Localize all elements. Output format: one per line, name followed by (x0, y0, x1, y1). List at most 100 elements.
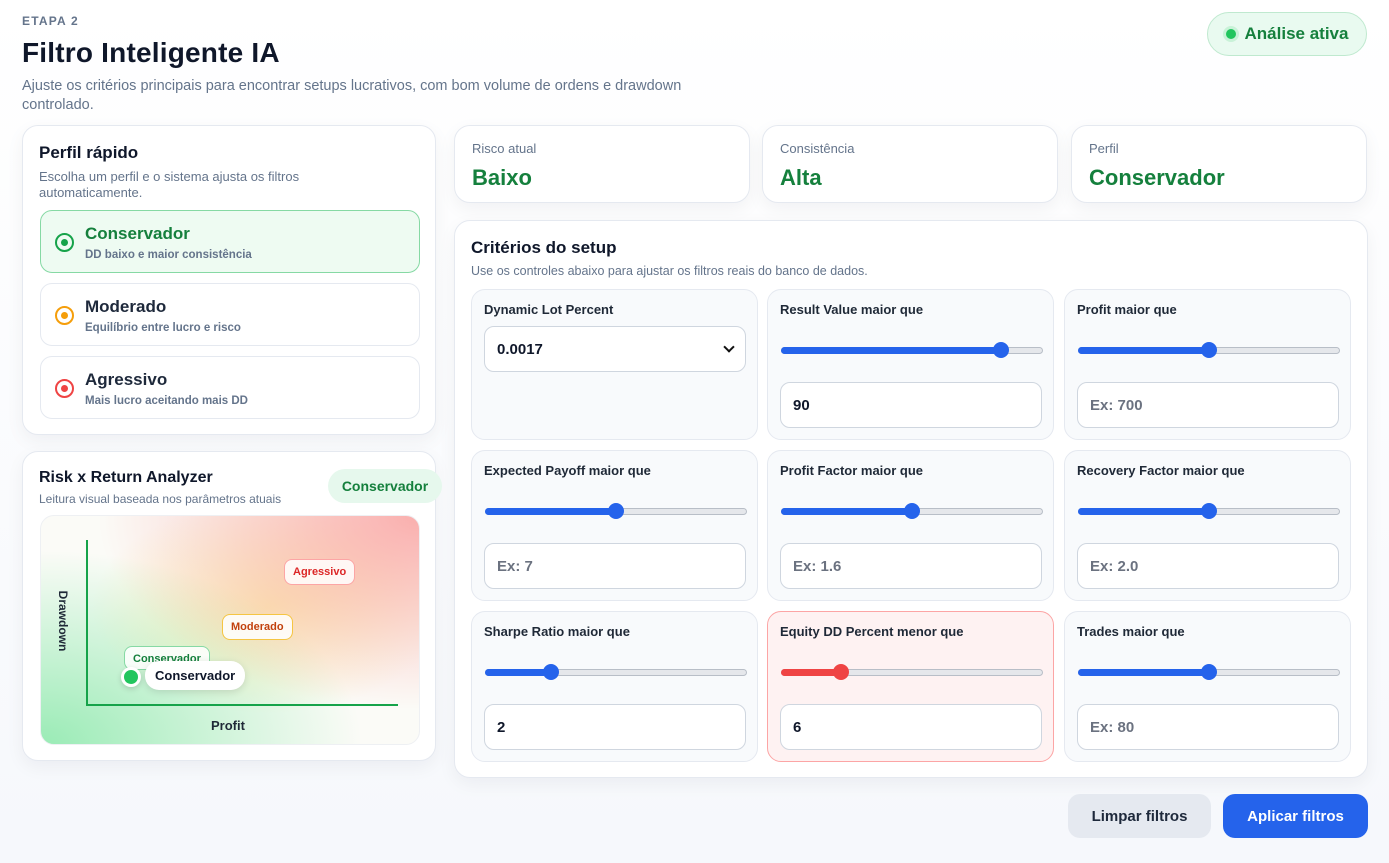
stat-label: Risco atual (472, 141, 537, 156)
slider-thumb[interactable] (1201, 342, 1217, 358)
profile-option-name: Agressivo (85, 370, 168, 389)
criterion-input[interactable] (780, 704, 1042, 750)
criterion-slider[interactable] (781, 503, 1043, 519)
stat-card-consistency: Consistência Alta (762, 125, 1058, 203)
quick-profile-subtitle: Escolha um perfil e o sistema ajusta os … (39, 169, 300, 200)
criterion-slider[interactable] (1078, 503, 1340, 519)
criterion-dynamic-lot: Dynamic Lot Percent 0.0017 (471, 289, 758, 440)
slider-fill (485, 508, 616, 515)
criterion-label: Equity DD Percent menor que (780, 624, 964, 639)
profile-option-moderado[interactable]: Moderado Equilíbrio entre lucro e risco (40, 283, 420, 346)
criterion-input[interactable] (780, 543, 1042, 589)
zone-agressivo: Agressivo (284, 559, 356, 585)
radio-icon (55, 306, 74, 325)
criterion-slider[interactable] (485, 664, 747, 680)
step-label: ETAPA 2 (22, 14, 79, 28)
current-position-marker (121, 667, 141, 687)
page-title: Filtro Inteligente IA (22, 37, 280, 68)
criterion-label: Recovery Factor maior que (1077, 463, 1245, 478)
criteria-subtitle: Use os controles abaixo para ajustar os … (471, 264, 868, 278)
criterion-expected-payoff-maior-que: Expected Payoff maior que (471, 450, 758, 601)
slider-thumb[interactable] (1201, 664, 1217, 680)
criterion-label: Expected Payoff maior que (484, 463, 651, 478)
analyzer-title: Risk x Return Analyzer (39, 469, 213, 486)
slider-fill (1078, 347, 1209, 354)
criterion-input[interactable] (484, 543, 746, 589)
status-badge: Análise ativa (1207, 12, 1367, 56)
criterion-profit-maior-que: Profit maior que (1064, 289, 1351, 440)
y-axis (86, 540, 88, 705)
criterion-label: Sharpe Ratio maior que (484, 624, 630, 639)
criterion-slider[interactable] (1078, 664, 1340, 680)
criterion-recovery-factor-maior-que: Recovery Factor maior que (1064, 450, 1351, 601)
criterion-slider[interactable] (781, 342, 1043, 358)
criterion-label: Result Value maior que (780, 302, 924, 317)
apply-filters-button[interactable]: Aplicar filtros (1223, 794, 1368, 838)
profile-option-name: Moderado (85, 297, 167, 316)
risk-return-plot: Drawdown Profit Agressivo Moderado Conse… (40, 515, 420, 745)
quick-profile-card: Perfil rápido Escolha um perfil e o sist… (22, 125, 436, 435)
stat-value: Baixo (472, 165, 532, 190)
slider-thumb[interactable] (993, 342, 1010, 358)
criterion-slider[interactable] (781, 664, 1043, 680)
profile-option-agressivo[interactable]: Agressivo Mais lucro aceitando mais DD (40, 356, 420, 419)
profile-option-conservador[interactable]: Conservador DD baixo e maior consistênci… (40, 210, 420, 273)
criterion-slider[interactable] (485, 503, 747, 519)
y-axis-label: Drawdown (56, 590, 70, 652)
criterion-label: Dynamic Lot Percent (484, 302, 614, 317)
quick-profile-title: Perfil rápido (39, 143, 139, 162)
x-axis (86, 704, 398, 706)
analyzer-subtitle: Leitura visual baseada nos parâmetros at… (39, 492, 282, 506)
page-header: ETAPA 2 Filtro Inteligente IA Ajuste os … (22, 14, 742, 115)
criterion-label: Trades maior que (1077, 624, 1185, 639)
slider-fill (1078, 508, 1209, 515)
slider-thumb[interactable] (1201, 503, 1217, 519)
current-position-label: Conservador (145, 661, 246, 690)
slider-thumb[interactable] (904, 503, 920, 519)
criteria-title: Critérios do setup (471, 238, 617, 257)
criterion-equity-dd-percent-menor-que: Equity DD Percent menor que (767, 611, 1054, 762)
status-badge-label: Análise ativa (1244, 24, 1349, 43)
criterion-input[interactable] (484, 704, 746, 750)
profile-option-name: Conservador (85, 224, 190, 243)
profile-option-desc: DD baixo e maior consistência (85, 249, 252, 261)
zone-moderado: Moderado (222, 614, 293, 640)
radio-icon (55, 379, 74, 398)
criterion-profit-factor-maior-que: Profit Factor maior que (767, 450, 1054, 601)
stat-value: Conservador (1089, 165, 1225, 190)
x-axis-label: Profit (211, 718, 245, 733)
dynamic-lot-value: 0.0017 (497, 340, 543, 358)
criterion-label: Profit maior que (1077, 302, 1177, 317)
profile-option-desc: Mais lucro aceitando mais DD (85, 395, 248, 407)
criterion-input[interactable] (780, 382, 1042, 428)
slider-fill (485, 669, 551, 676)
slider-fill (781, 508, 912, 515)
slider-fill (781, 347, 1002, 354)
analyzer-profile-badge: Conservador (328, 469, 442, 503)
page-subtitle: Ajuste os critérios principais para enco… (22, 78, 682, 113)
slider-fill (1078, 669, 1209, 676)
criterion-input[interactable] (1077, 382, 1339, 428)
stat-card-risk: Risco atual Baixo (454, 125, 750, 203)
stat-card-profile: Perfil Conservador (1071, 125, 1367, 203)
setup-criteria-card: Critérios do setup Use os controles abai… (454, 220, 1368, 778)
criterion-trades-maior-que: Trades maior que (1064, 611, 1351, 762)
dynamic-lot-select[interactable]: 0.0017 (484, 326, 746, 372)
radio-icon (55, 233, 74, 252)
slider-thumb[interactable] (608, 503, 624, 519)
chevron-down-icon (723, 341, 735, 353)
stat-value: Alta (780, 165, 822, 190)
criterion-result-value-maior-que: Result Value maior que (767, 289, 1054, 440)
criterion-input[interactable] (1077, 704, 1339, 750)
slider-thumb[interactable] (542, 664, 559, 680)
criterion-input[interactable] (1077, 543, 1339, 589)
criterion-label: Profit Factor maior que (780, 463, 924, 478)
slider-thumb[interactable] (833, 664, 850, 680)
slider-fill (781, 669, 842, 676)
profile-option-desc: Equilíbrio entre lucro e risco (85, 322, 241, 334)
criterion-sharpe-ratio-maior-que: Sharpe Ratio maior que (471, 611, 758, 762)
clear-filters-button[interactable]: Limpar filtros (1068, 794, 1211, 838)
criterion-slider[interactable] (1078, 342, 1340, 358)
status-dot-icon (1225, 29, 1236, 39)
stat-label: Consistência (780, 141, 855, 156)
